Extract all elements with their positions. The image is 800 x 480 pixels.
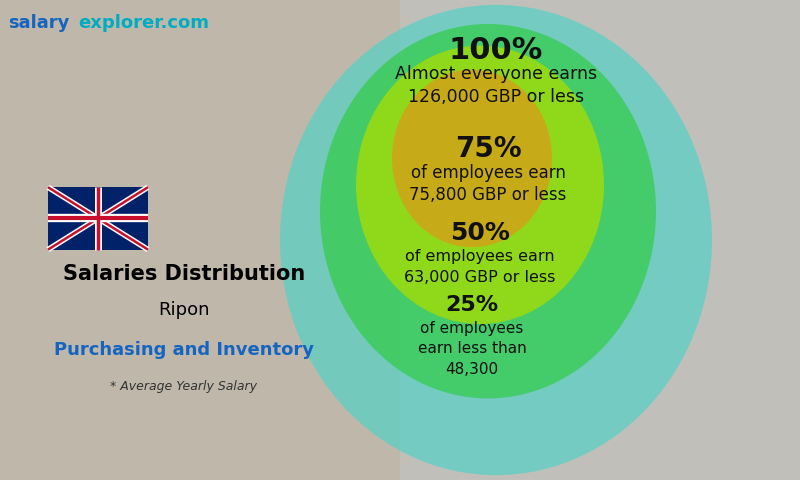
Text: of employees earn: of employees earn: [405, 249, 555, 264]
Ellipse shape: [280, 5, 712, 475]
Text: explorer.com: explorer.com: [78, 14, 210, 33]
Bar: [400, 0, 800, 480]
Text: 48,300: 48,300: [446, 361, 498, 377]
Ellipse shape: [392, 70, 552, 247]
Text: 75,800 GBP or less: 75,800 GBP or less: [410, 186, 566, 204]
Text: 75%: 75%: [454, 135, 522, 163]
Text: Salaries Distribution: Salaries Distribution: [63, 264, 305, 284]
Text: Almost everyone earns: Almost everyone earns: [395, 65, 597, 84]
Bar: [48, 187, 148, 250]
Text: 25%: 25%: [446, 295, 498, 315]
Text: Purchasing and Inventory: Purchasing and Inventory: [54, 341, 314, 360]
Text: * Average Yearly Salary: * Average Yearly Salary: [110, 380, 258, 393]
Ellipse shape: [356, 46, 604, 324]
Ellipse shape: [320, 24, 656, 398]
Text: of employees: of employees: [420, 321, 524, 336]
Text: 126,000 GBP or less: 126,000 GBP or less: [408, 88, 584, 107]
Text: earn less than: earn less than: [418, 341, 526, 357]
Text: salary: salary: [8, 14, 70, 33]
Text: Ripon: Ripon: [158, 300, 210, 319]
Text: 63,000 GBP or less: 63,000 GBP or less: [404, 270, 556, 286]
Text: 100%: 100%: [449, 36, 543, 65]
Text: of employees earn: of employees earn: [410, 164, 566, 182]
Text: 50%: 50%: [450, 221, 510, 245]
Bar: [0, 0, 400, 480]
